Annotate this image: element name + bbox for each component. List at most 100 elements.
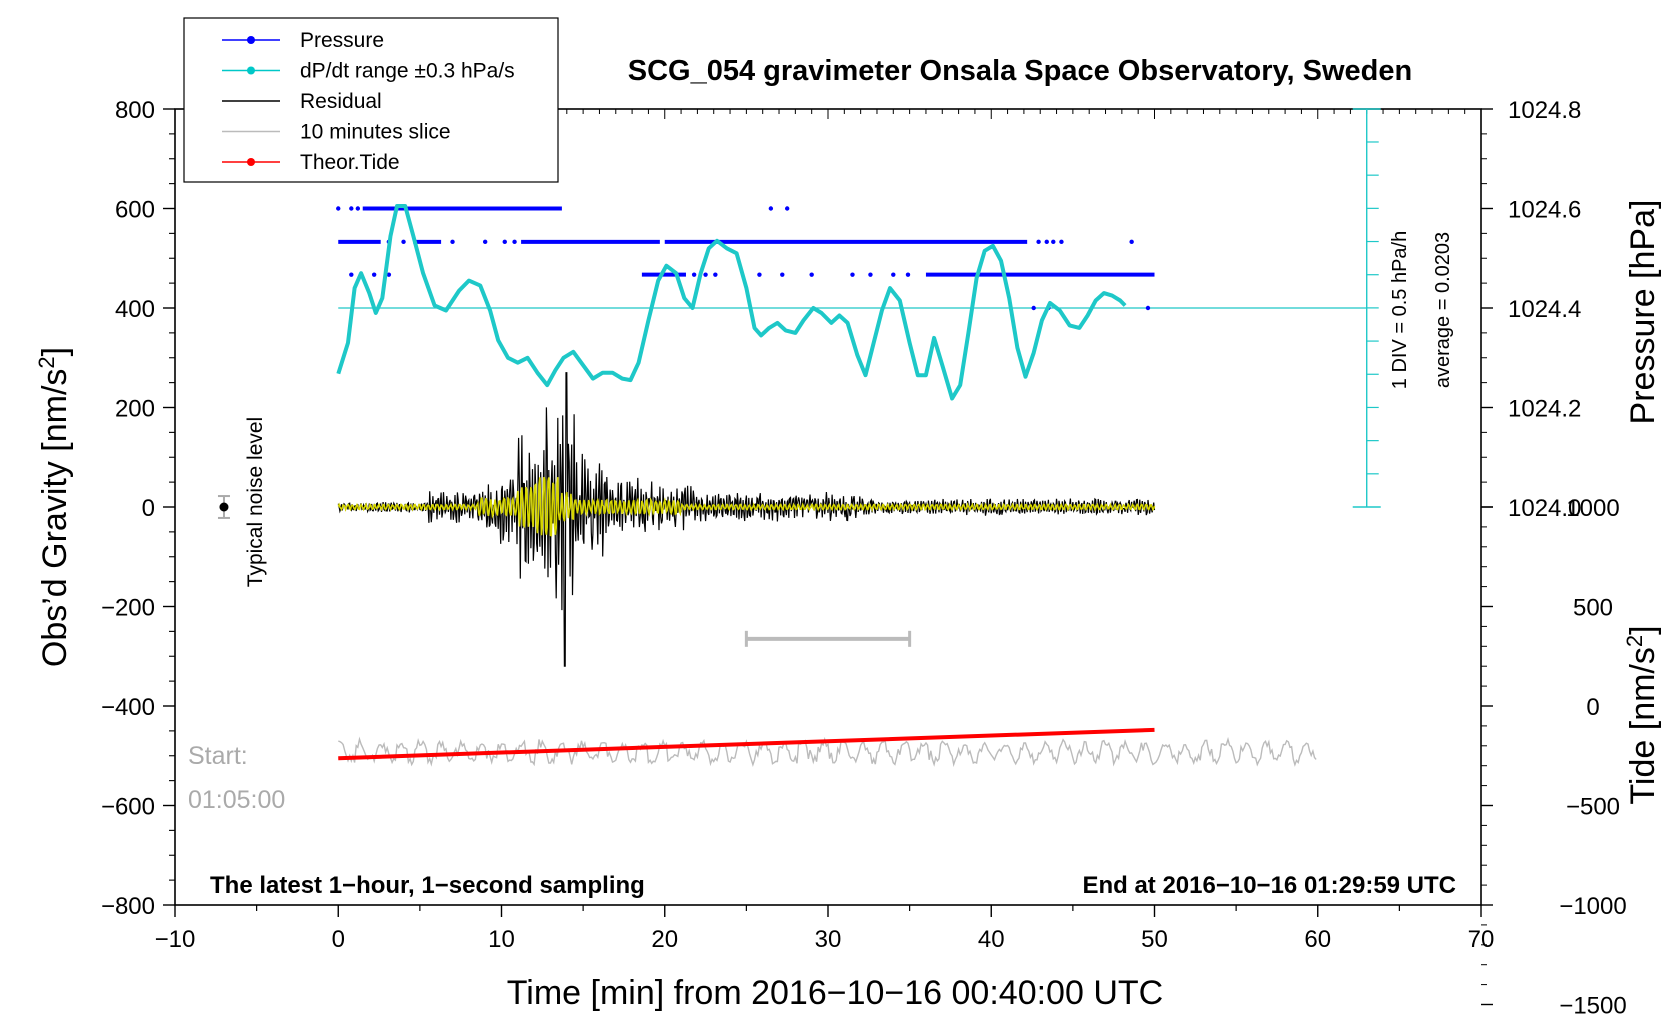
dpdt-line — [336, 204, 1127, 401]
y-left-tick-label: 400 — [115, 296, 155, 323]
tide-series — [338, 727, 1155, 761]
pressure-tick-label: 1024.8 — [1508, 97, 1581, 124]
pressure-point — [1036, 239, 1041, 245]
pressure-tick-label: 1024.6 — [1508, 197, 1581, 224]
dpdt-scale-bar — [1352, 108, 1381, 508]
x-tick-label: 50 — [1141, 926, 1168, 953]
tide-tick-label: 0 — [1586, 694, 1599, 721]
pressure-point — [1031, 305, 1036, 311]
x-tick-label: −10 — [155, 926, 196, 953]
noise-level-marker — [217, 495, 230, 519]
tide-tick-label: −1500 — [1559, 993, 1626, 1020]
y-right-tide-label: Tide [nm/s2] — [1622, 625, 1662, 804]
pressure-point — [891, 272, 896, 277]
pressure-point — [757, 272, 762, 277]
y-left-tick-label: 200 — [115, 396, 155, 423]
noise-level-label: Typical noise level — [244, 417, 267, 587]
pressure-tick-label: 1024.0 — [1508, 495, 1581, 522]
x-tick-label: 30 — [815, 926, 842, 953]
x-tick-label: 20 — [651, 926, 678, 953]
pressure-point — [1059, 239, 1064, 245]
noise-point — [219, 502, 229, 512]
x-tick-label: 0 — [332, 926, 345, 953]
footer-left-label: The latest 1−hour, 1−second sampling — [210, 872, 645, 899]
residual-line — [337, 372, 1156, 667]
pressure-point — [336, 206, 341, 211]
x-tick-label: 60 — [1304, 926, 1331, 953]
x-axis-ticks: −10 0 10 20 30 40 50 60 70 — [155, 905, 1495, 953]
y-left-tick-label: −600 — [101, 794, 155, 821]
legend-box — [183, 17, 559, 183]
pressure-point — [1145, 305, 1151, 311]
y-left-axis-ticks: 800 600 400 200 0 −200 −400 −600 −800 — [101, 97, 175, 920]
y-left-axis-label: Obs’d Gravity [nm/s2] — [34, 347, 74, 667]
y-left-tick-label: 800 — [115, 97, 155, 124]
legend-label: dP/dt range ±0.3 hPa/s — [300, 60, 515, 83]
pressure-point — [850, 272, 855, 277]
pressure-point — [502, 239, 507, 245]
pressure-point — [450, 239, 455, 245]
legend-marker — [247, 66, 255, 75]
pressure-point — [386, 272, 392, 277]
legend-label: 10 minutes slice — [300, 121, 451, 144]
pressure-point — [905, 272, 911, 277]
tide-tick-label: 1000 — [1566, 495, 1619, 522]
y-right-tide-label-sup: 2 — [1622, 635, 1647, 647]
pressure-point — [512, 239, 517, 245]
pressure-point — [1051, 239, 1056, 245]
pressure-point — [780, 272, 785, 277]
pressure-tick-label: 1024.2 — [1508, 396, 1581, 423]
x-tick-label: 40 — [978, 926, 1005, 953]
scale-div-label: 1 DIV = 0.5 hPa/h — [1389, 231, 1411, 389]
y-left-tick-label: 0 — [142, 495, 155, 522]
tide-tick-label: −1000 — [1559, 893, 1626, 920]
pressure-point — [1129, 239, 1134, 245]
pressure-point — [691, 272, 697, 277]
pressure-point — [482, 239, 488, 245]
pressure-point — [868, 272, 873, 277]
slice-line — [338, 736, 1317, 768]
tide-tick-label: −500 — [1566, 794, 1620, 821]
legend-marker — [247, 158, 255, 166]
ten-minute-bracket — [744, 630, 912, 647]
y-right-pressure-label: Pressure [hPa] — [1624, 200, 1662, 425]
scale-average-label: average = 0.0203 — [1432, 232, 1454, 388]
legend-label: Pressure — [300, 29, 384, 52]
pressure-point — [713, 272, 718, 277]
pressure-point — [784, 206, 790, 211]
y-left-axis-label-main: Obs’d Gravity [nm/s — [36, 369, 74, 668]
pressure-point — [371, 272, 377, 277]
dpdt-series — [336, 204, 1127, 401]
pressure-point — [349, 206, 354, 211]
y-left-axis-label-sup: 2 — [34, 356, 59, 368]
legend-label: Theor.Tide — [300, 151, 400, 174]
x-tick-label: 70 — [1468, 926, 1495, 953]
footer-right-label: End at 2016−10−16 01:29:59 UTC — [1082, 872, 1456, 899]
pressure-point — [1044, 239, 1049, 245]
x-tick-label: 10 — [488, 926, 515, 953]
legend-marker — [247, 36, 255, 44]
y-left-tick-label: 600 — [115, 197, 155, 224]
pressure-point — [809, 272, 814, 277]
legend-label: Residual — [300, 90, 382, 113]
residual-series — [337, 372, 1156, 667]
tide-line — [338, 727, 1155, 761]
chart-title: SCG_054 gravimeter Onsala Space Observat… — [628, 55, 1412, 87]
start-time: 01:05:00 — [188, 786, 285, 814]
x-axis-label: Time [min] from 2016−10−16 00:40:00 UTC — [507, 974, 1163, 1012]
y-left-tick-label: −400 — [101, 694, 155, 721]
pressure-point — [349, 272, 354, 277]
y-left-tick-label: −200 — [101, 595, 155, 622]
pressure-tick-label: 1024.4 — [1508, 296, 1581, 323]
pressure-point — [703, 272, 708, 277]
tide-tick-label: 500 — [1573, 595, 1613, 622]
y-right-tide-label-main: Tide [nm/s — [1624, 647, 1662, 804]
legend: Pressure dP/dt range ±0.3 hPa/s Residual 10… — [183, 17, 559, 183]
y-left-tick-label: −800 — [101, 893, 155, 920]
pressure-point — [401, 239, 406, 245]
filtered-line — [337, 476, 1156, 537]
slice-series — [338, 736, 1317, 768]
pressure-point — [355, 206, 361, 211]
